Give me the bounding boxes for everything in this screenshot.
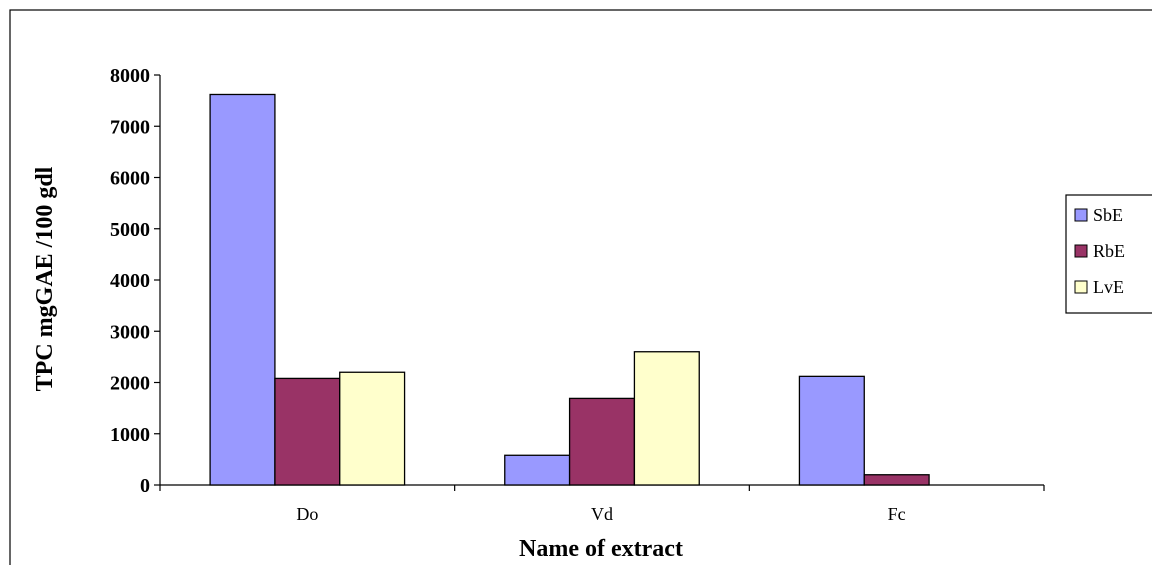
- bar-RbE-Vd: [570, 398, 635, 485]
- legend-label: RbE: [1093, 241, 1125, 261]
- bar-SbE-Do: [210, 94, 275, 485]
- x-tick-label: Fc: [888, 504, 906, 524]
- x-tick-label: Do: [296, 504, 318, 524]
- legend-swatch-SbE: [1075, 209, 1087, 221]
- bar-RbE-Do: [275, 378, 340, 485]
- bar-LvE-Do: [340, 372, 405, 485]
- bar-RbE-Fc: [864, 475, 929, 485]
- y-tick-label: 5000: [110, 219, 150, 241]
- bar-SbE-Fc: [799, 376, 864, 485]
- x-tick-label: Vd: [591, 504, 613, 524]
- legend-label: LvE: [1093, 277, 1124, 297]
- bar-SbE-Vd: [505, 455, 570, 485]
- legend-swatch-LvE: [1075, 281, 1087, 293]
- y-tick-label: 8000: [110, 65, 150, 87]
- bar-LvE-Vd: [634, 352, 699, 485]
- y-tick-label: 1000: [110, 424, 150, 446]
- y-tick-label: 4000: [110, 270, 150, 292]
- y-tick-label: 2000: [110, 373, 150, 395]
- legend-swatch-RbE: [1075, 245, 1087, 257]
- y-tick-label: 3000: [110, 321, 150, 343]
- x-axis-title: Name of extract: [519, 536, 683, 562]
- y-tick-label: 7000: [110, 116, 150, 138]
- y-tick-label: 6000: [110, 168, 150, 190]
- legend: SbE RbE LvE: [1066, 195, 1152, 313]
- y-axis-title: TPC mgGAE /100 gdl: [32, 166, 58, 391]
- legend-label: SbE: [1093, 205, 1123, 225]
- y-tick-label: 0: [140, 475, 150, 497]
